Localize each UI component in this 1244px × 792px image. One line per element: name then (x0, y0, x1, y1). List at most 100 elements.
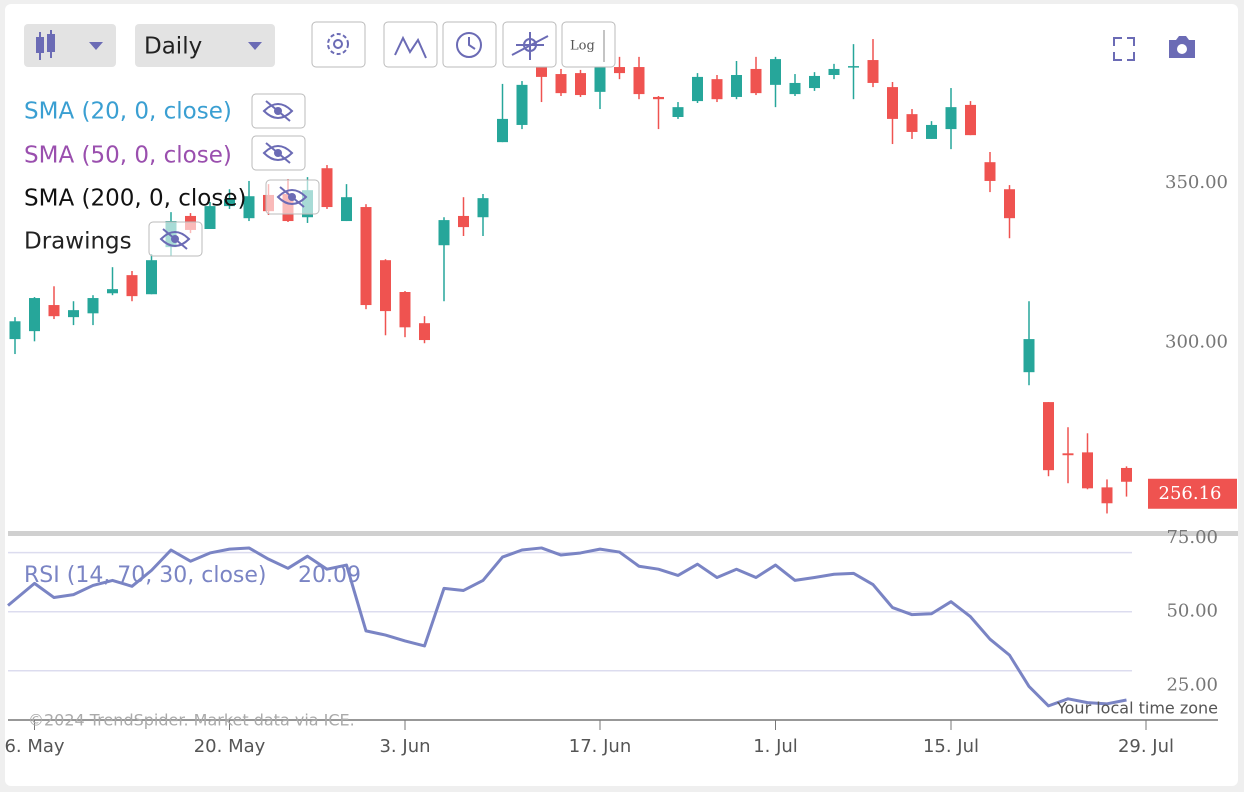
candle-body (789, 82, 801, 95)
candle-body (516, 84, 528, 125)
candle-body (360, 207, 372, 306)
log-label: Log (570, 39, 595, 54)
eye-slash (162, 228, 188, 250)
candle-body (867, 60, 879, 83)
candle-body (965, 104, 976, 136)
candle-body (146, 260, 157, 295)
eye-slash (265, 100, 291, 122)
candle-body (887, 87, 898, 119)
candle-body (419, 323, 430, 341)
y-tick-label: 350.00 (1165, 172, 1228, 193)
fullscreen-icon[interactable] (1113, 37, 1135, 61)
candle-body (555, 74, 567, 94)
candle-body (1121, 467, 1132, 482)
plot-layer: 300.00 350.00 256.16 25.00 50.00 75.00 RSI (14… (4, 39, 1238, 757)
candle-body (711, 79, 723, 100)
x-tick-label: 15. Jul (923, 736, 979, 757)
crosshair-icon (511, 32, 549, 60)
candle-body (594, 62, 606, 92)
candle-body (614, 67, 625, 74)
dropdown-arrow (89, 42, 103, 50)
candle-body (1023, 339, 1035, 373)
legend: SMA (20, 0, close) SMA (50, 0, close) SM… (24, 93, 320, 257)
candle-body (126, 275, 138, 297)
candle-body (945, 107, 957, 130)
clock-hands (468, 37, 476, 50)
y-tick-label: 300.00 (1165, 331, 1228, 352)
clock-icon (456, 32, 482, 58)
candle-body (107, 289, 118, 294)
candle-body (984, 162, 996, 181)
candle-body (1062, 453, 1074, 456)
candle-body (380, 260, 391, 312)
candle-body (692, 76, 703, 102)
candle-body (87, 298, 99, 314)
copyright: ©2024 TrendSpider. Market data via ICE. (28, 711, 355, 730)
rsi-line (7, 546, 1127, 708)
candle-body (770, 59, 781, 85)
candle-body (399, 292, 411, 328)
dropdown-arrow (248, 42, 262, 50)
candle-body (497, 118, 508, 143)
candle-body (1043, 402, 1054, 471)
rsi-title: RSI (14, 70, 30, close) (24, 563, 267, 588)
x-tick-label: 17. Jun (569, 736, 631, 757)
candle-body (828, 68, 840, 75)
candle-body (731, 75, 742, 97)
x-tick-label: 3. Jun (379, 736, 430, 757)
legend-label: SMA (20, 0, close) (24, 99, 232, 125)
timezone: Your local time zone (1056, 699, 1218, 718)
eye-slash (265, 142, 291, 164)
candle-body (848, 66, 859, 68)
last-price-label: 256.16 (1159, 483, 1222, 504)
indicator-button[interactable] (383, 21, 438, 68)
legend-label: SMA (200, 0, close) (24, 186, 246, 212)
crosshair-circle (523, 38, 537, 52)
candle-body (1101, 487, 1113, 504)
camera-lens (1177, 44, 1187, 54)
legend-label: Drawings (24, 229, 132, 255)
candle-body (477, 198, 489, 218)
candle-body (204, 206, 216, 229)
candle-body (1082, 452, 1093, 489)
candle-icon (36, 30, 55, 60)
candle-body (321, 168, 333, 208)
toolbar: Daily Log (24, 21, 1195, 68)
visibility-toggles (148, 93, 320, 257)
x-tick-label: 20. May (194, 736, 266, 757)
legend-label: SMA (50, 0, close) (24, 143, 232, 169)
candle-body (633, 67, 645, 95)
candle-body (750, 68, 762, 94)
log-button[interactable] (561, 21, 616, 68)
candle-body (48, 305, 60, 317)
candle-body (224, 199, 235, 207)
candle-body (1004, 189, 1015, 219)
candle-body (926, 124, 937, 139)
gear-icon (327, 33, 349, 55)
y-tick-label: 75.00 (1166, 527, 1218, 548)
indicator-icon (394, 35, 427, 59)
candle-body (575, 73, 586, 96)
x-tick-label: 6. May (4, 736, 64, 757)
candle-body (243, 196, 255, 219)
candle-body (341, 197, 352, 222)
interval-button[interactable] (135, 24, 275, 67)
candle-body (458, 215, 469, 228)
candle-body (68, 310, 79, 318)
candle-body (653, 96, 664, 100)
candle-body (906, 114, 918, 132)
candle-body (438, 220, 450, 246)
interval-label: Daily (144, 34, 202, 60)
pane-separator (8, 531, 1238, 536)
x-tick-label: 29. Jul (1118, 736, 1174, 757)
rsi-value: 20.09 (298, 563, 361, 588)
candle-body (29, 298, 40, 332)
gear-center (333, 39, 343, 49)
last-price-tag (1148, 478, 1237, 509)
y-tick-label: 25.00 (1166, 675, 1218, 696)
settings-button[interactable] (311, 21, 366, 68)
y-tick-label: 50.00 (1166, 601, 1218, 622)
eye-slash (279, 186, 305, 208)
